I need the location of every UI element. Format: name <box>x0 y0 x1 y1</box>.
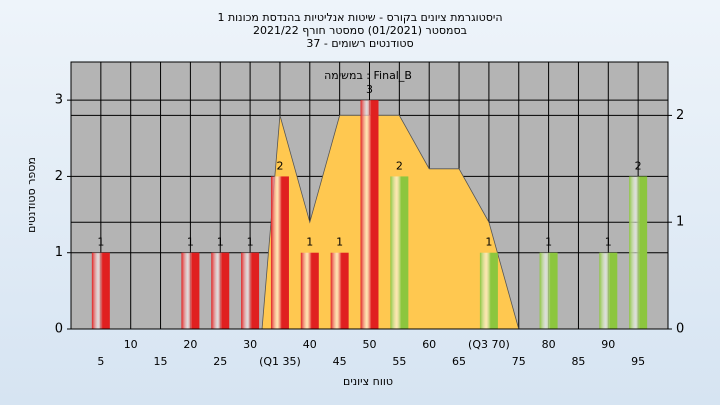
y2-tick-label: 2 <box>676 108 684 123</box>
bar <box>539 252 558 329</box>
y2-tick-label: 1 <box>676 215 684 230</box>
bar <box>390 176 409 329</box>
data-label: 1 <box>306 236 313 249</box>
data-label: 2 <box>276 159 283 172</box>
bar <box>300 252 319 329</box>
x-tick-label: (Q3 70) <box>468 338 510 351</box>
bar <box>360 100 379 330</box>
data-label: 1 <box>187 236 194 249</box>
x-tick-label: 75 <box>512 355 526 368</box>
x-tick-label: 80 <box>542 338 556 351</box>
y-tick-label: 1 <box>55 245 63 260</box>
x-tick-label: 85 <box>571 355 585 368</box>
x-tick-label: 5 <box>97 355 104 368</box>
data-label: 1 <box>217 236 224 249</box>
y-tick-label: 0 <box>55 322 63 337</box>
x-tick-label: (Q1 35) <box>259 355 301 368</box>
x-tick-label: 15 <box>154 355 168 368</box>
x-tick-label: 45 <box>333 355 347 368</box>
data-label: 1 <box>97 236 104 249</box>
bar <box>270 176 289 329</box>
data-label: 2 <box>396 159 403 172</box>
bar <box>330 252 349 329</box>
chart-title: בסמסטר (01/2021) סמסטר חורף 2021/22 <box>253 24 467 37</box>
y2-tick-label: 0 <box>676 322 684 337</box>
x-tick-label: 65 <box>452 355 466 368</box>
bar <box>599 252 618 329</box>
data-label: 2 <box>635 159 642 172</box>
x-tick-label: 30 <box>243 338 257 351</box>
data-label: 1 <box>545 236 552 249</box>
x-axis-label: טווח ציונים <box>343 375 393 388</box>
y-tick-label: 3 <box>55 93 63 108</box>
y-axis-label: מספר סטודנטים <box>25 157 38 233</box>
data-label: 1 <box>336 236 343 249</box>
plot-border <box>70 61 669 330</box>
data-label: 1 <box>605 236 612 249</box>
x-tick-label: 40 <box>303 338 317 351</box>
chart-title: סטודנטים רשומים - 37 <box>306 37 413 50</box>
x-tick-label: 90 <box>601 338 615 351</box>
data-label: 1 <box>485 236 492 249</box>
bar <box>479 252 498 329</box>
y-tick-label: 2 <box>55 169 63 184</box>
x-tick-label: 50 <box>363 338 377 351</box>
chart-title: היסטוגרמת ציונים בקורס - שיטות אנליטיות … <box>217 11 502 24</box>
x-tick-label: 55 <box>392 355 406 368</box>
bar <box>91 252 110 329</box>
bar <box>241 252 260 329</box>
data-label: 1 <box>247 236 254 249</box>
x-tick-label: 95 <box>631 355 645 368</box>
x-tick-label: 10 <box>124 338 138 351</box>
x-tick-label: 60 <box>422 338 436 351</box>
x-tick-label: 25 <box>213 355 227 368</box>
chart-subtitle: במשימה : Final_B <box>324 69 412 82</box>
data-label: 3 <box>366 83 373 96</box>
x-tick-label: 20 <box>183 338 197 351</box>
bar <box>629 176 648 329</box>
bar <box>211 252 230 329</box>
bar <box>181 252 200 329</box>
